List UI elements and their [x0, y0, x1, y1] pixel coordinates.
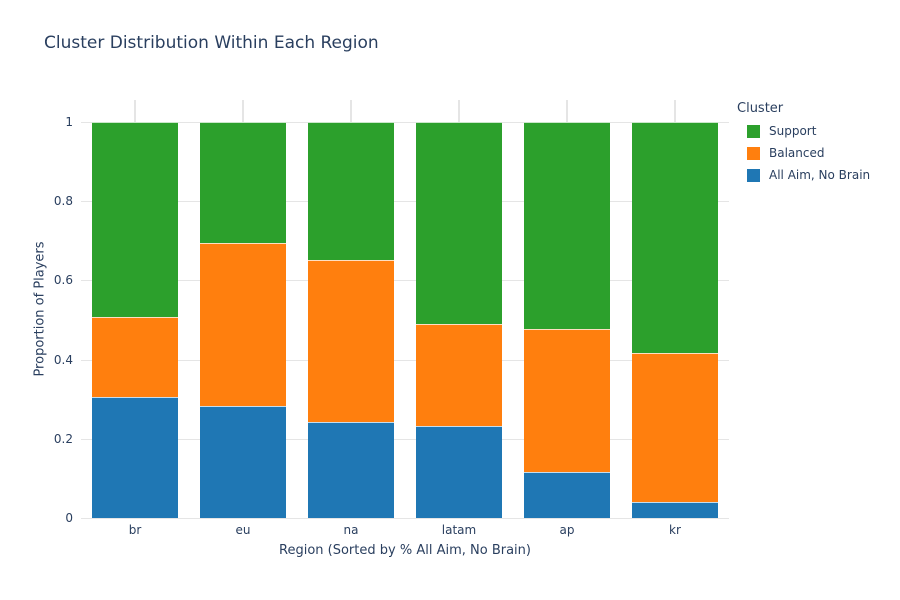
bar-segment-balanced-latam[interactable] — [416, 323, 502, 426]
bar-segment-support-kr[interactable] — [632, 121, 718, 354]
y-gridline — [81, 438, 729, 440]
legend-label: Balanced — [769, 146, 825, 160]
legend-title: Cluster — [737, 101, 784, 116]
bar-segment-all-aim-no-brain-ap[interactable] — [524, 472, 610, 518]
x-tick-label-ap: ap — [559, 523, 575, 537]
bar-segment-all-aim-no-brain-eu[interactable] — [200, 405, 286, 518]
y-tick-label: 0 — [65, 511, 73, 525]
bar-segment-balanced-kr[interactable] — [632, 353, 718, 503]
bar-segment-balanced-br[interactable] — [92, 317, 178, 398]
legend-item-support[interactable]: Support — [747, 124, 870, 138]
bar-segment-all-aim-no-brain-kr[interactable] — [632, 502, 718, 518]
x-tick-label-latam: latam — [441, 523, 477, 537]
chart-title: Cluster Distribution Within Each Region — [44, 33, 379, 53]
y-axis-title: Proportion of Players — [32, 241, 48, 377]
x-tick-label-na: na — [343, 523, 359, 537]
bar-segment-all-aim-no-brain-na[interactable] — [308, 421, 394, 518]
x-tick-label-kr: kr — [669, 523, 681, 537]
y-tick-label: 0.8 — [53, 194, 73, 209]
bar-segment-support-latam[interactable] — [416, 121, 502, 324]
legend-swatch-icon — [747, 146, 760, 160]
bar-segment-balanced-na[interactable] — [308, 259, 394, 422]
bar-segment-support-eu[interactable] — [200, 121, 286, 244]
bar-segment-support-br[interactable] — [92, 121, 178, 318]
bar-segment-all-aim-no-brain-latam[interactable] — [416, 425, 502, 518]
y-gridline — [81, 359, 729, 361]
bar-segment-balanced-eu[interactable] — [200, 243, 286, 406]
bar-segment-support-na[interactable] — [308, 121, 394, 260]
y-gridline — [81, 201, 729, 203]
y-tick-label: 0.6 — [53, 273, 73, 288]
legend-item-all-aim-no-brain[interactable]: All Aim, No Brain — [747, 168, 870, 182]
x-axis-title: Region (Sorted by % All Aim, No Brain) — [279, 543, 531, 558]
legend: Cluster Support Balanced All Aim, No Brain — [737, 101, 870, 182]
y-gridline — [81, 280, 729, 282]
bar-segment-support-ap[interactable] — [524, 121, 610, 329]
legend-label: Support — [769, 124, 817, 138]
y-zero-line — [81, 518, 729, 519]
legend-label: All Aim, No Brain — [769, 168, 871, 182]
y-tick-label: 0.4 — [53, 352, 73, 367]
y-tick-label: 1 — [65, 114, 73, 129]
legend-swatch-icon — [747, 168, 760, 182]
y-gridline — [81, 121, 729, 123]
x-tick-label-br: br — [128, 523, 142, 537]
bar-segment-balanced-ap[interactable] — [524, 328, 610, 473]
legend-items: Support Balanced All Aim, No Brain — [737, 124, 870, 182]
plot-area — [81, 100, 729, 519]
x-tick-label-eu: eu — [235, 523, 251, 537]
legend-item-balanced[interactable]: Balanced — [747, 146, 870, 160]
bar-segment-all-aim-no-brain-br[interactable] — [92, 397, 178, 518]
legend-swatch-icon — [747, 124, 760, 138]
y-tick-label: 0.2 — [53, 431, 73, 446]
